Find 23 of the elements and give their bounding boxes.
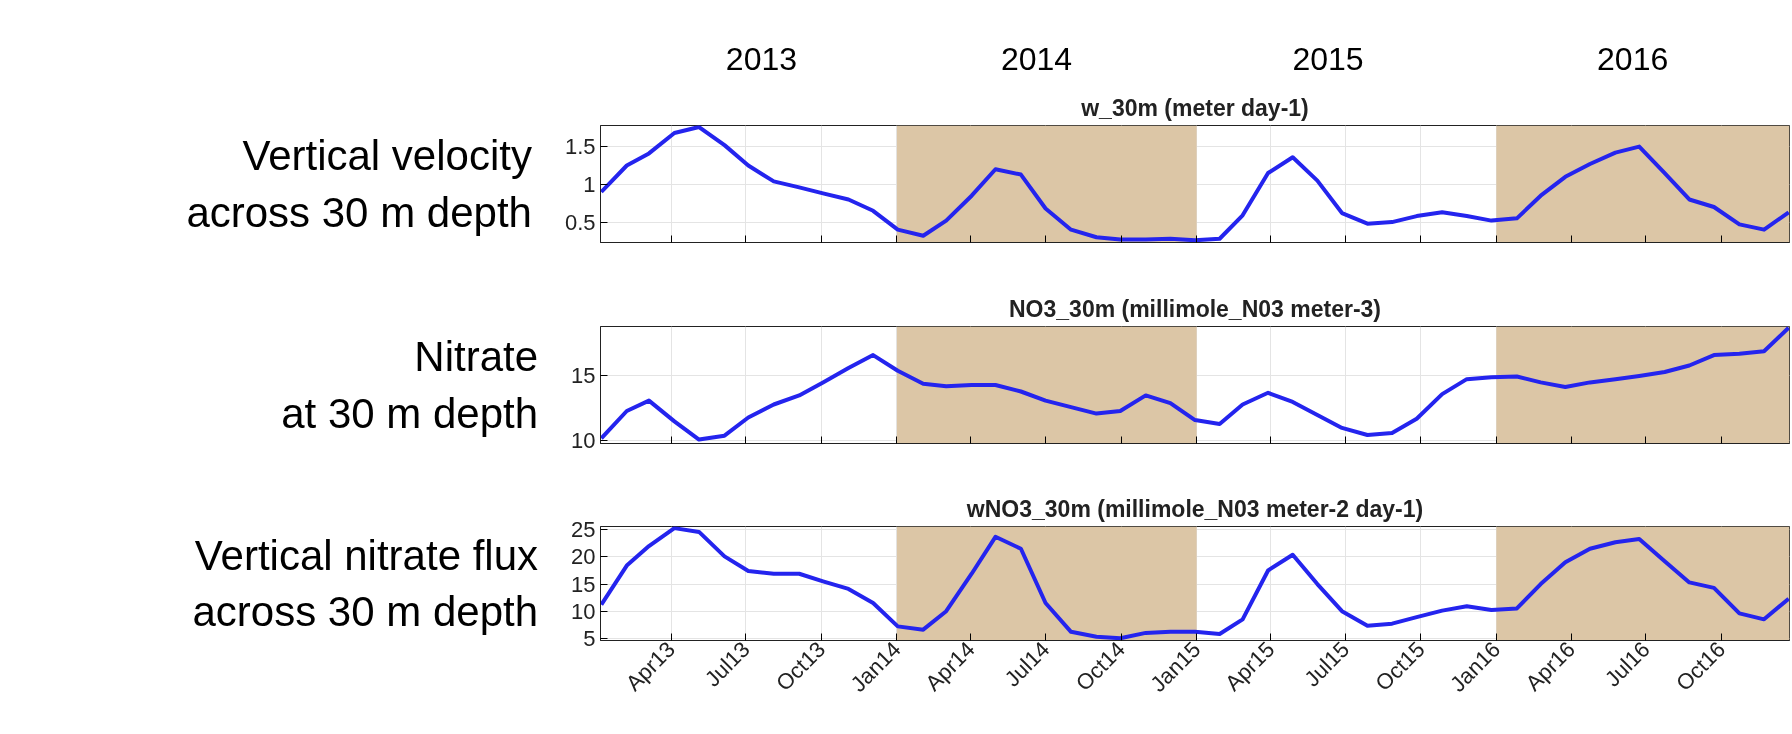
y-tick-label: 1 bbox=[583, 171, 596, 197]
chart-title: NO3_30m (millimole_N03 meter-3) bbox=[1009, 295, 1382, 322]
x2-tick-label: 2015 bbox=[1292, 40, 1364, 77]
y-axis-title: Vertical velocity across 30 m depth bbox=[186, 132, 532, 236]
chart-title: wNO3_30m (millimole_N03 meter-2 day-1) bbox=[965, 495, 1424, 522]
y-tick-label: 15 bbox=[571, 363, 596, 389]
y-tick-label: 20 bbox=[571, 544, 596, 570]
y-tick-label: 25 bbox=[571, 517, 596, 543]
x2-tick-label: 2014 bbox=[1000, 40, 1073, 77]
x2-tick-label: 2016 bbox=[1597, 40, 1669, 77]
y-axis-title: Vertical nitrate flux across 30 m depth bbox=[192, 531, 539, 636]
y-tick-label: 15 bbox=[571, 571, 596, 597]
line-series bbox=[600, 526, 1790, 641]
x2-tick-label: 2013 bbox=[725, 40, 798, 77]
y-tick-label: 10 bbox=[571, 428, 596, 454]
line-series bbox=[600, 125, 1790, 243]
y-tick-label: 1.5 bbox=[564, 134, 596, 160]
y-tick-label: 5 bbox=[583, 625, 596, 651]
y-tick-label: 0.5 bbox=[564, 209, 596, 235]
chart-title: w_30m (meter day-1) bbox=[1080, 94, 1309, 121]
y-tick-label: 10 bbox=[571, 598, 596, 624]
y-axis-title: Nitrate at 30 m depth bbox=[281, 333, 539, 437]
line-series bbox=[600, 326, 1790, 442]
